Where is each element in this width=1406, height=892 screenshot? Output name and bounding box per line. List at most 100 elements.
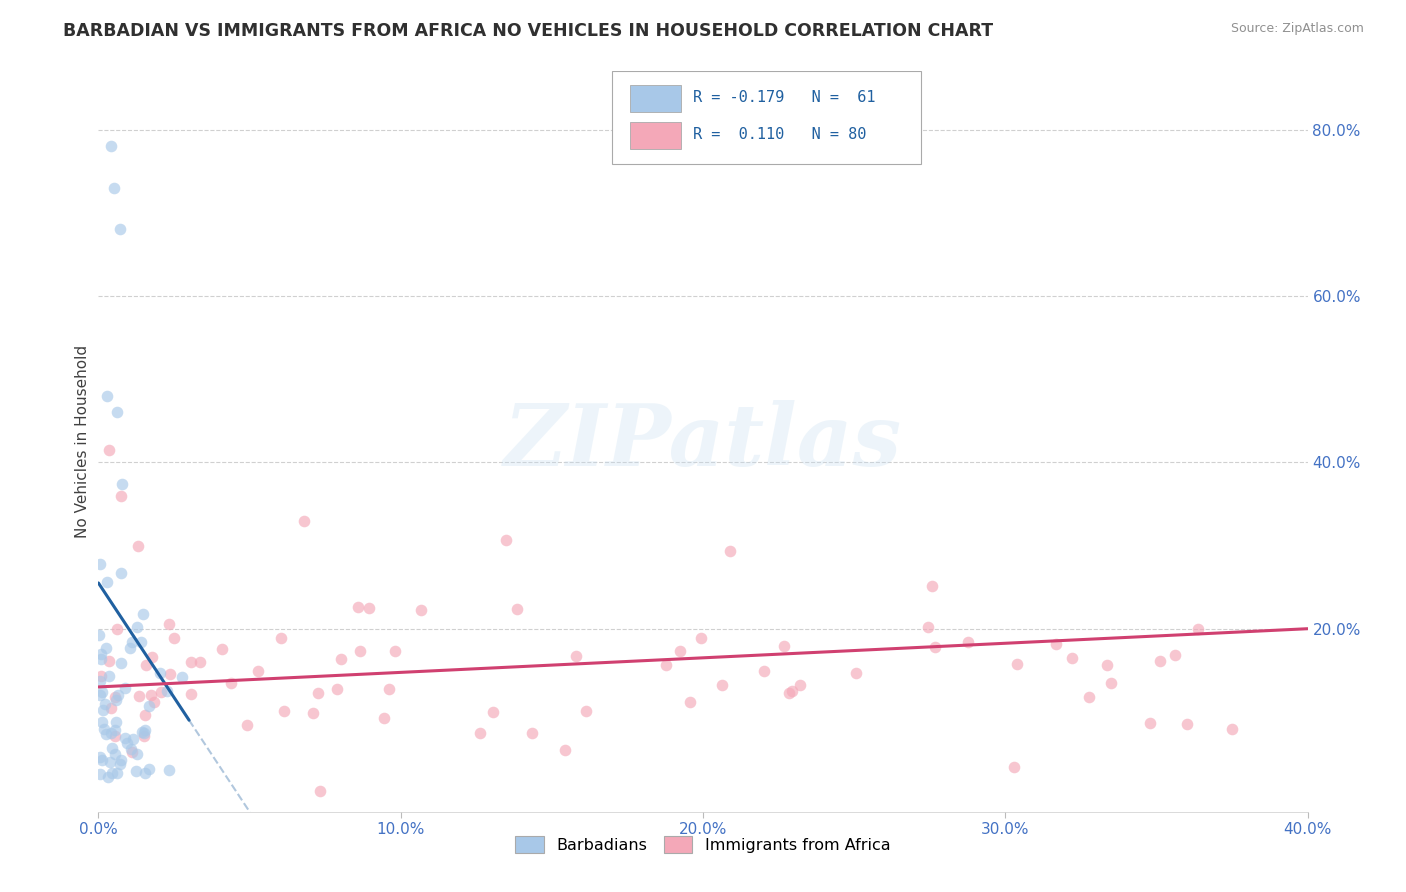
Point (104, 693, 127, 707)
Point (125, 747, 148, 761)
Point (180, 688, 202, 702)
Point (127, 620, 149, 634)
Point (1002, 760, 1025, 774)
Point (349, 644, 371, 658)
Point (956, 635, 979, 649)
Point (1187, 623, 1209, 637)
Point (120, 641, 142, 656)
Point (111, 477, 134, 491)
Point (94, 697, 117, 711)
Point (292, 514, 315, 528)
Point (90, 753, 112, 767)
Point (357, 601, 380, 615)
Point (142, 695, 165, 709)
Point (104, 747, 127, 761)
Point (131, 724, 153, 739)
Point (565, 648, 588, 663)
Point (105, 714, 128, 729)
Point (114, 731, 136, 746)
Point (108, 756, 131, 771)
Point (157, 763, 180, 777)
Text: R =  0.110   N = 80: R = 0.110 N = 80 (693, 127, 866, 142)
Point (98, 755, 121, 769)
Point (219, 676, 242, 690)
Point (110, 656, 132, 670)
Point (110, 489, 132, 503)
Point (105, 405, 128, 419)
FancyBboxPatch shape (630, 122, 682, 149)
Point (90, 647, 112, 661)
Point (100, 701, 122, 715)
Y-axis label: No Vehicles in Household: No Vehicles in Household (75, 345, 90, 538)
Point (162, 632, 184, 646)
Point (121, 635, 143, 649)
Point (138, 699, 160, 714)
Point (132, 729, 155, 743)
Point (90, 652, 112, 666)
Point (90, 685, 112, 699)
Point (778, 686, 800, 700)
Point (520, 726, 543, 740)
Point (1164, 648, 1187, 662)
Point (94, 727, 117, 741)
Point (1099, 676, 1122, 690)
Text: ZIPatlas: ZIPatlas (503, 400, 903, 483)
Legend: Barbadians, Immigrants from Africa: Barbadians, Immigrants from Africa (509, 830, 897, 859)
Point (91, 715, 114, 730)
Point (141, 689, 163, 703)
Point (495, 533, 517, 547)
Point (330, 652, 353, 666)
Point (125, 764, 148, 778)
Point (669, 644, 692, 658)
Point (307, 686, 329, 700)
Point (90, 669, 112, 683)
Point (107, 622, 129, 636)
Point (98, 442, 121, 457)
Text: R = -0.179   N =  61: R = -0.179 N = 61 (693, 90, 876, 104)
Point (554, 743, 576, 757)
Point (1062, 651, 1084, 665)
Point (654, 657, 676, 672)
Point (115, 736, 138, 750)
Point (347, 599, 370, 614)
Point (108, 222, 131, 236)
Point (122, 731, 145, 746)
Point (89, 689, 111, 703)
Point (1175, 717, 1198, 731)
Point (506, 602, 529, 616)
Point (97, 771, 120, 785)
Point (917, 620, 939, 634)
Point (89, 767, 111, 781)
Point (575, 704, 598, 718)
FancyBboxPatch shape (630, 86, 682, 112)
Point (718, 543, 741, 558)
Point (170, 670, 193, 684)
Point (679, 695, 702, 709)
Point (129, 634, 152, 648)
Point (132, 726, 155, 740)
Point (134, 708, 156, 723)
Point (94, 641, 117, 656)
Point (101, 765, 124, 780)
Point (89, 674, 111, 689)
Point (384, 644, 406, 658)
Point (754, 664, 776, 678)
Point (96, 389, 118, 403)
Point (1222, 722, 1244, 736)
Point (89, 750, 111, 764)
Point (156, 683, 179, 698)
Point (104, 723, 127, 738)
Point (481, 705, 503, 719)
Point (468, 726, 491, 740)
Point (159, 667, 181, 681)
Point (138, 762, 160, 776)
Point (110, 754, 132, 768)
Point (247, 664, 270, 678)
FancyBboxPatch shape (613, 71, 921, 164)
Point (104, 729, 127, 743)
Point (97, 654, 120, 668)
Point (89, 557, 111, 571)
Point (135, 658, 157, 673)
Point (114, 681, 136, 695)
Point (373, 711, 395, 725)
